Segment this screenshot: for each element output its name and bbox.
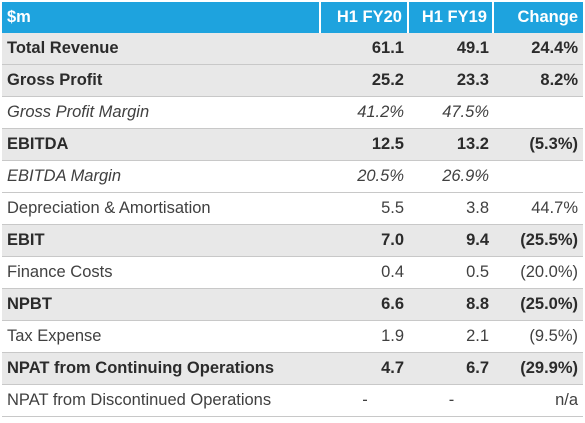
row-h1-fy19: 0.5 (409, 257, 494, 289)
row-label: Gross Profit (2, 65, 321, 97)
row-h1-fy20: 4.7 (321, 353, 409, 385)
row-h1-fy20: 1.9 (321, 321, 409, 353)
table-row: Gross Profit 25.2 23.3 8.2% (2, 65, 583, 97)
row-change: (29.9%) (494, 353, 583, 385)
table-row: Gross Profit Margin 41.2% 47.5% (2, 97, 583, 129)
row-label: Finance Costs (2, 257, 321, 289)
row-h1-fy20: 41.2% (321, 97, 409, 129)
row-change: (20.0%) (494, 257, 583, 289)
row-h1-fy19: - (409, 385, 494, 417)
row-h1-fy19: 2.1 (409, 321, 494, 353)
row-change: (9.5%) (494, 321, 583, 353)
row-h1-fy20: 25.2 (321, 65, 409, 97)
row-label: EBITDA Margin (2, 161, 321, 193)
row-h1-fy19: 6.7 (409, 353, 494, 385)
row-h1-fy20: 7.0 (321, 225, 409, 257)
row-change: n/a (494, 385, 583, 417)
financial-table: $m H1 FY20 H1 FY19 Change Total Revenue 6… (2, 2, 583, 417)
row-h1-fy19: 26.9% (409, 161, 494, 193)
row-label: EBIT (2, 225, 321, 257)
row-h1-fy20: 20.5% (321, 161, 409, 193)
row-h1-fy20: 6.6 (321, 289, 409, 321)
row-change (494, 161, 583, 193)
table-row: NPAT from Discontinued Operations - - n/a (2, 385, 583, 417)
table-row: Depreciation & Amortisation 5.5 3.8 44.7% (2, 193, 583, 225)
row-change: 8.2% (494, 65, 583, 97)
row-h1-fy19: 49.1 (409, 33, 494, 65)
row-h1-fy20: - (321, 385, 409, 417)
header-row: $m H1 FY20 H1 FY19 Change (2, 2, 583, 33)
row-label: Depreciation & Amortisation (2, 193, 321, 225)
row-h1-fy19: 8.8 (409, 289, 494, 321)
table-row: EBITDA 12.5 13.2 (5.3%) (2, 129, 583, 161)
row-h1-fy19: 23.3 (409, 65, 494, 97)
row-label: NPAT from Discontinued Operations (2, 385, 321, 417)
row-label: Total Revenue (2, 33, 321, 65)
row-h1-fy20: 61.1 (321, 33, 409, 65)
table-row: Tax Expense 1.9 2.1 (9.5%) (2, 321, 583, 353)
row-label: EBITDA (2, 129, 321, 161)
table-row: EBIT 7.0 9.4 (25.5%) (2, 225, 583, 257)
row-change: (25.5%) (494, 225, 583, 257)
row-change: 24.4% (494, 33, 583, 65)
row-h1-fy20: 0.4 (321, 257, 409, 289)
row-label: Gross Profit Margin (2, 97, 321, 129)
table-row: EBITDA Margin 20.5% 26.9% (2, 161, 583, 193)
header-units: $m (2, 2, 321, 33)
header-h1-fy20: H1 FY20 (321, 2, 409, 33)
row-h1-fy20: 5.5 (321, 193, 409, 225)
row-change: (5.3%) (494, 129, 583, 161)
row-h1-fy19: 47.5% (409, 97, 494, 129)
row-label: NPAT from Continuing Operations (2, 353, 321, 385)
row-label: Tax Expense (2, 321, 321, 353)
row-change: (25.0%) (494, 289, 583, 321)
row-label: NPBT (2, 289, 321, 321)
row-h1-fy19: 9.4 (409, 225, 494, 257)
header-h1-fy19: H1 FY19 (409, 2, 494, 33)
table-row: NPAT from Continuing Operations 4.7 6.7 (29… (2, 353, 583, 385)
row-h1-fy19: 3.8 (409, 193, 494, 225)
table-row: Finance Costs 0.4 0.5 (20.0%) (2, 257, 583, 289)
header-change: Change (494, 2, 583, 33)
row-h1-fy20: 12.5 (321, 129, 409, 161)
table-row: NPBT 6.6 8.8 (25.0%) (2, 289, 583, 321)
row-change (494, 97, 583, 129)
table-row: Total Revenue 61.1 49.1 24.4% (2, 33, 583, 65)
row-h1-fy19: 13.2 (409, 129, 494, 161)
row-change: 44.7% (494, 193, 583, 225)
